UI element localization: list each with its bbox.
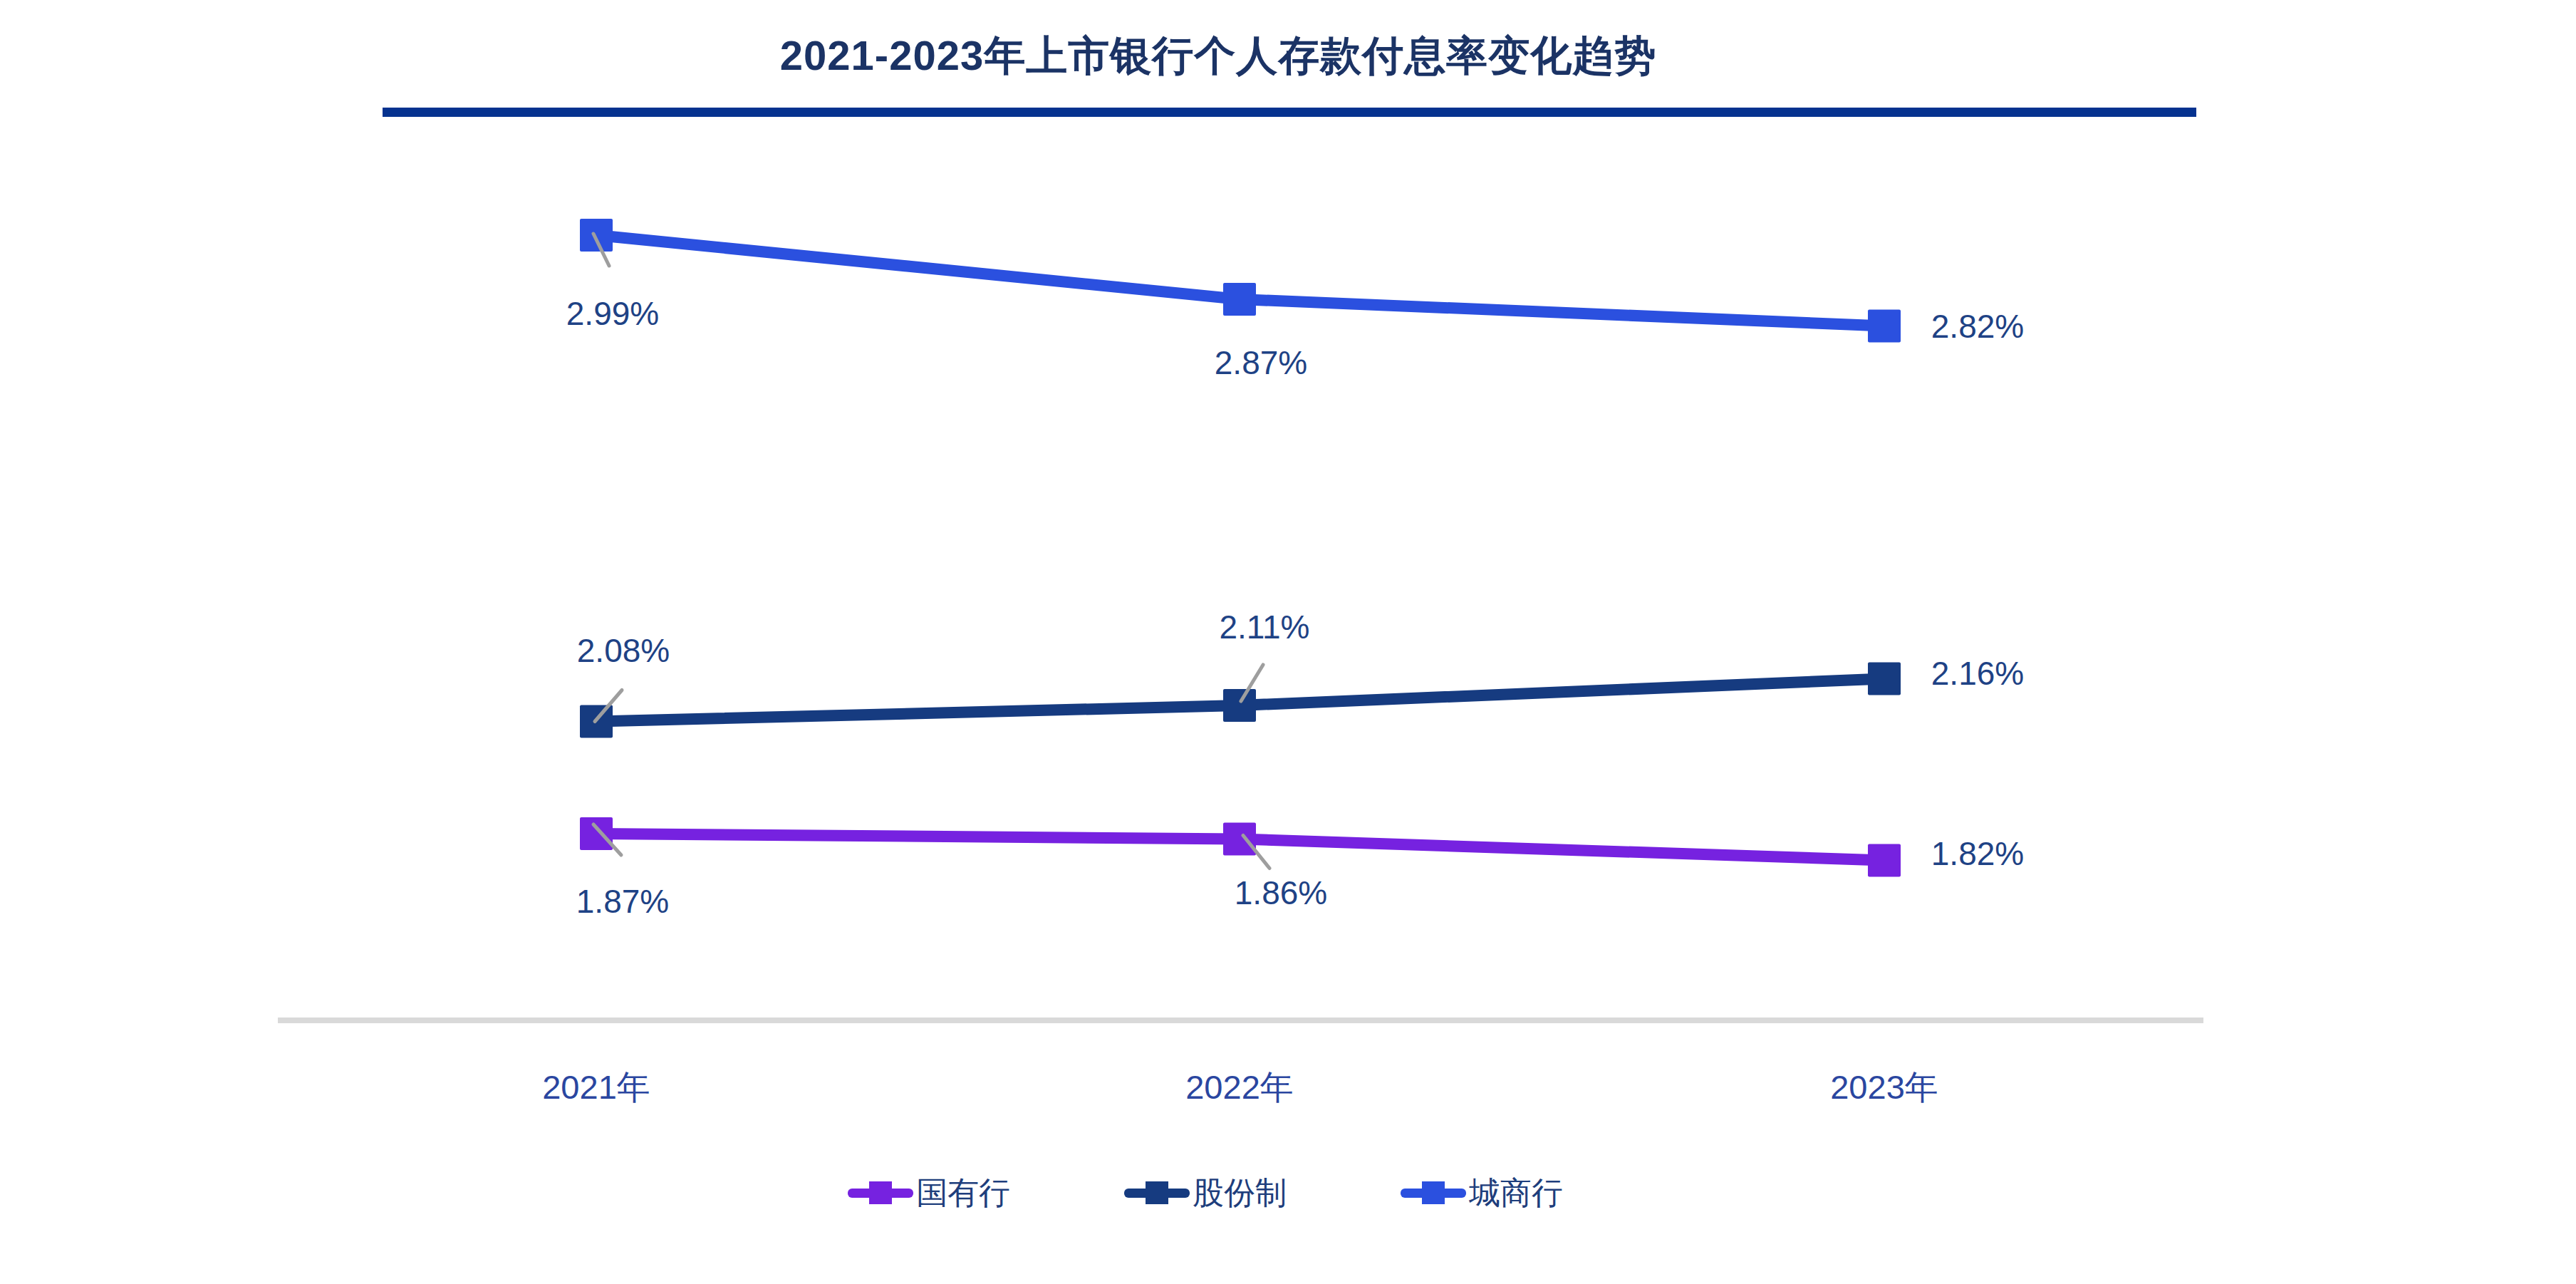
legend-square-marker-icon — [1422, 1181, 1445, 1204]
marker-股份制-2023年 — [1868, 663, 1901, 695]
marker-国有行-2023年 — [1868, 844, 1901, 877]
marker-城商行-2022年 — [1223, 283, 1256, 316]
chart-canvas: 2021-2023年上市银行个人存款付息率变化趋势 1.87%1.86%1.82… — [0, 0, 2576, 1284]
x-axis-label-2022: 2022年 — [1185, 1070, 1294, 1104]
legend-item-state-owned-banks: 国有行 — [848, 1177, 1010, 1208]
marker-国有行-2021年 — [580, 817, 613, 850]
legend-line-marker-icon — [848, 1189, 913, 1198]
x-axis-label-2021: 2021年 — [542, 1070, 650, 1104]
marker-城商行-2023年 — [1868, 310, 1901, 343]
legend-square-marker-icon — [1146, 1181, 1168, 1204]
legend-line-marker-icon — [1401, 1189, 1466, 1198]
legend-item-city-commercial-banks: 城商行 — [1401, 1177, 1563, 1208]
x-axis-line — [278, 1018, 2203, 1023]
marker-股份制-2022年 — [1223, 689, 1256, 722]
legend-label: 股份制 — [1193, 1177, 1287, 1208]
legend-square-marker-icon — [869, 1181, 892, 1204]
legend-item-joint-stock-banks: 股份制 — [1124, 1177, 1287, 1208]
legend-label: 国有行 — [916, 1177, 1010, 1208]
legend-label: 城商行 — [1469, 1177, 1563, 1208]
marker-城商行-2021年 — [580, 219, 613, 252]
legend-line-marker-icon — [1124, 1189, 1190, 1198]
marker-国有行-2022年 — [1223, 823, 1256, 856]
x-axis-label-2023: 2023年 — [1830, 1070, 1938, 1104]
chart-legend: 国有行 股份制 城商行 — [848, 1177, 1563, 1208]
